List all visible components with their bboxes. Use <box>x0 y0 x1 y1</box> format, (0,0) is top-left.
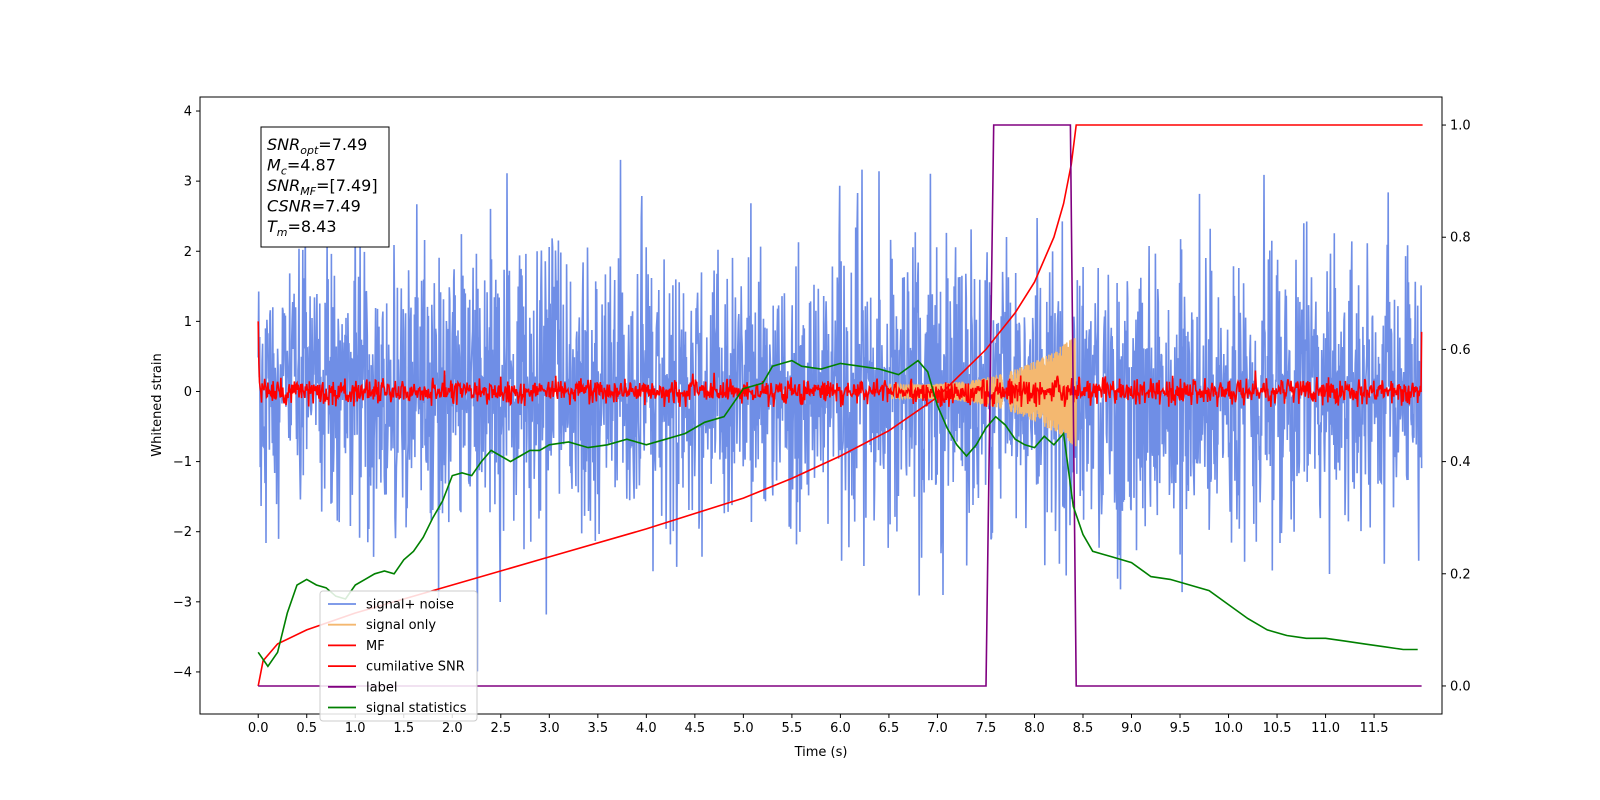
x-tick-label: 10.0 <box>1214 721 1243 736</box>
x-tick-label: 2.5 <box>490 721 511 736</box>
x-tick-label: 3.5 <box>587 721 608 736</box>
x-tick-label: 7.0 <box>927 721 948 736</box>
y-axis-label: Whitened strain <box>150 353 165 456</box>
annotation-line: SNRMF=[7.49] <box>267 176 378 198</box>
y-tick-label: 1 <box>184 315 192 330</box>
x-tick-label: 11.0 <box>1311 721 1340 736</box>
annotation-line: CSNR=7.49 <box>267 197 361 216</box>
x-tick-label: 7.5 <box>976 721 997 736</box>
series-signal-statistics <box>257 359 1418 668</box>
x-axis-label: Time (s) <box>794 745 848 760</box>
annotation-line: SNRopt=7.49 <box>267 135 367 157</box>
annotation-frame <box>260 126 390 248</box>
y2-tick-label: 0.0 <box>1450 679 1471 694</box>
x-tick-label: 4.0 <box>636 721 657 736</box>
y-tick-label: −3 <box>173 595 192 610</box>
y-tick-label: 2 <box>184 245 192 260</box>
y-tick-label: 3 <box>184 175 192 190</box>
legend-item-label: cumilative SNR <box>366 660 465 675</box>
x-tick-label: 0.0 <box>248 721 269 736</box>
annotation-line: Mc=4.87 <box>267 156 336 178</box>
y-tick-label: −4 <box>173 665 192 680</box>
x-tick-label: 6.0 <box>830 721 851 736</box>
x-tick-label: 11.5 <box>1360 721 1389 736</box>
x-tick-label: 4.5 <box>685 721 706 736</box>
x-tick-label: 5.0 <box>733 721 754 736</box>
y-tick-label: 4 <box>184 105 192 120</box>
legend-item-label: signal statistics <box>366 701 467 716</box>
y2-tick-label: 1.0 <box>1450 119 1471 134</box>
legend: signal+ noise signal only MF cumilative SNR… <box>319 590 478 722</box>
y2-tick-label: 0.8 <box>1450 231 1471 246</box>
x-tick-label: 2.0 <box>442 721 463 736</box>
y-tick-label: −2 <box>173 525 192 540</box>
y2-tick-label: 0.2 <box>1450 567 1471 582</box>
x-tick-label: 8.0 <box>1024 721 1045 736</box>
x-tick-label: 1.5 <box>393 721 414 736</box>
x-tick-label: 1.0 <box>345 721 366 736</box>
axes: 0.0 0.5 1.0 1.5 2.0 2.5 3.0 3.5 4.0 4.5 5.0 5.5 6.0 6… <box>173 105 1471 736</box>
y-tick-label: −1 <box>173 455 192 470</box>
x-tick-label: 5.5 <box>782 721 803 736</box>
y-tick-label: 0 <box>184 385 192 400</box>
legend-item-label: signal only <box>366 618 436 633</box>
y2-tick-label: 0.4 <box>1450 455 1471 470</box>
y2-tick-label: 0.6 <box>1450 343 1471 358</box>
series-mf <box>257 321 1423 408</box>
legend-item-label: signal+ noise <box>366 598 454 613</box>
x-tick-label: 9.0 <box>1121 721 1142 736</box>
x-tick-label: 6.5 <box>879 721 900 736</box>
x-tick-label: 8.5 <box>1073 721 1094 736</box>
legend-item-label: MF <box>366 639 385 654</box>
x-tick-label: 3.0 <box>539 721 560 736</box>
plot-frame <box>199 96 1443 715</box>
x-tick-label: 10.5 <box>1263 721 1292 736</box>
x-tick-label: 9.5 <box>1170 721 1191 736</box>
annotation-box: SNRopt=7.49Mc=4.87SNRMF=[7.49]CSNR=7.49T… <box>260 126 390 248</box>
series-label <box>258 124 1422 687</box>
x-tick-label: 0.5 <box>296 721 317 736</box>
series-signal-plus-noise <box>257 159 1423 672</box>
legend-item-label: label <box>366 680 397 695</box>
legend-frame <box>319 590 478 722</box>
annotation-line: Tm=8.43 <box>267 217 337 239</box>
